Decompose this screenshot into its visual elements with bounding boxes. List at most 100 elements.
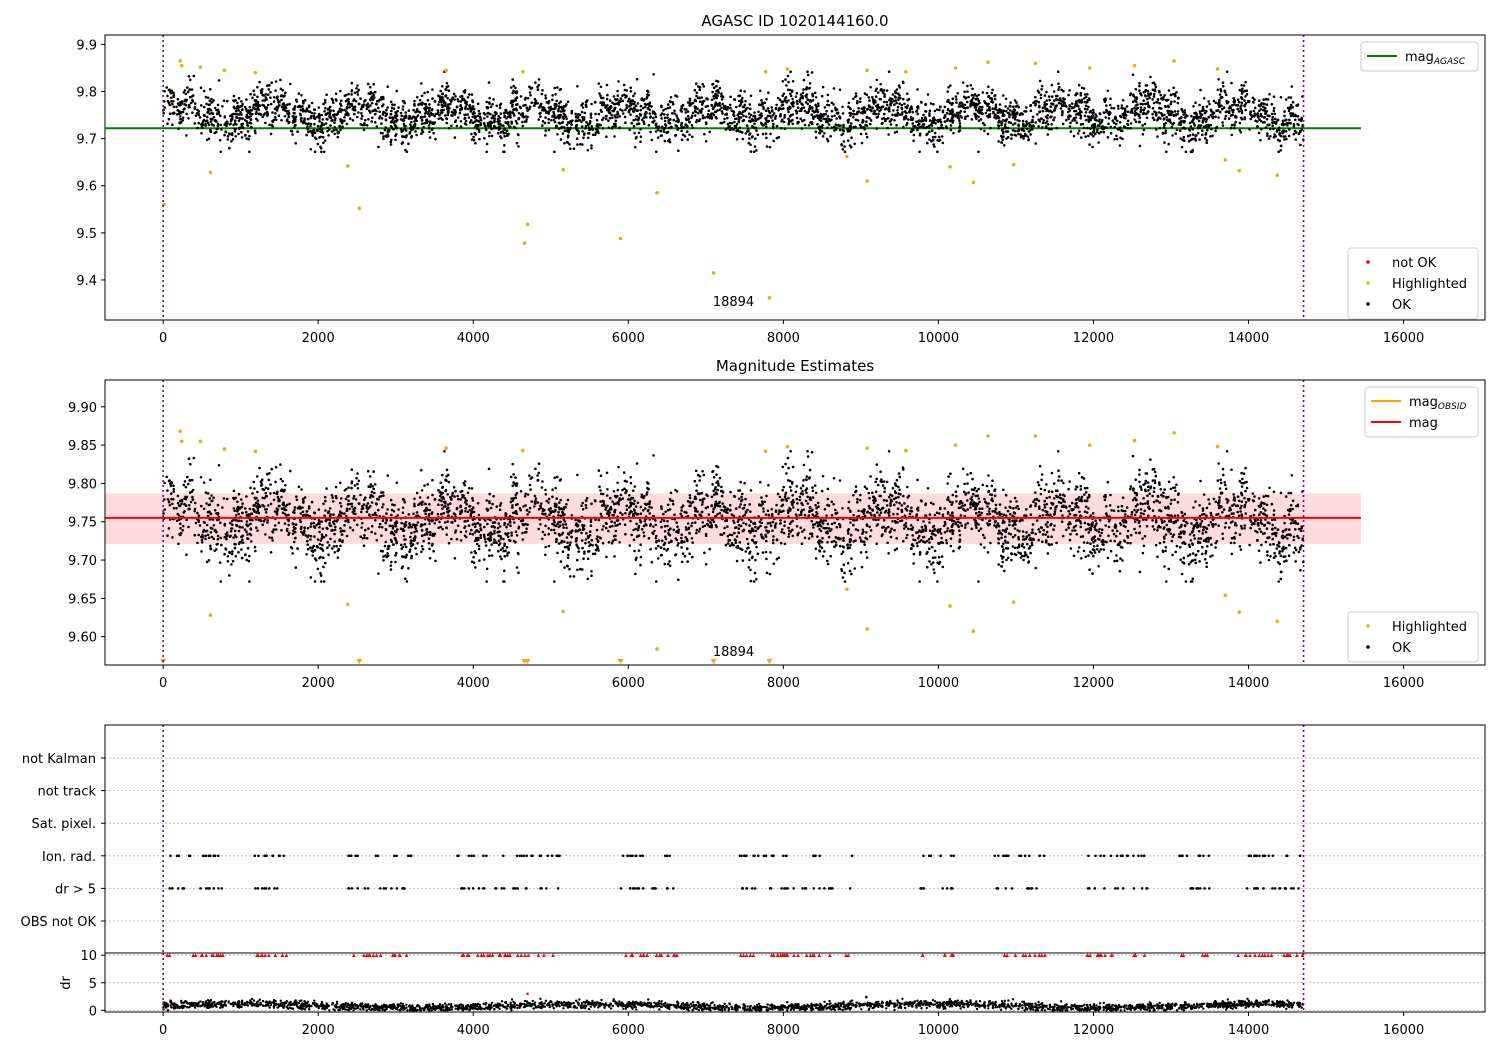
- ok-point: [169, 112, 172, 115]
- ok-point: [710, 117, 713, 120]
- ok-point: [1069, 115, 1072, 118]
- ok-point: [1192, 133, 1195, 136]
- ok-point: [1236, 108, 1239, 111]
- ok-point: [256, 86, 259, 89]
- ok-point: [579, 143, 582, 146]
- ok-point: [226, 122, 229, 125]
- ok-point: [748, 133, 751, 136]
- ok-point: [423, 92, 426, 95]
- ok-point: [1173, 100, 1176, 103]
- ok-point: [987, 85, 990, 88]
- ok-point: [737, 95, 740, 98]
- ok-point: [917, 105, 920, 108]
- ok-point: [493, 127, 496, 130]
- ok-point: [488, 81, 491, 84]
- ok-point: [270, 81, 273, 84]
- ok-point: [1049, 116, 1052, 119]
- ok-point: [374, 108, 377, 111]
- ok-point: [1026, 543, 1029, 546]
- ok-point: [382, 138, 385, 141]
- ok-point: [877, 91, 880, 94]
- ok-point: [676, 125, 679, 128]
- ok-point: [561, 126, 564, 129]
- ok-point: [276, 96, 279, 99]
- ok-point: [575, 115, 578, 118]
- ok-point: [749, 103, 752, 106]
- ok-point: [931, 129, 934, 132]
- ok-point: [1273, 552, 1276, 555]
- ok-point: [993, 116, 996, 119]
- ok-point: [673, 119, 676, 122]
- ok-point: [1240, 117, 1243, 120]
- ok-point: [1156, 101, 1159, 104]
- x-tick-label: 14000: [1228, 331, 1269, 346]
- ok-point: [873, 110, 876, 113]
- ok-point: [1191, 149, 1194, 152]
- highlighted-point: [223, 69, 227, 73]
- ok-point: [955, 101, 958, 104]
- ok-point: [1004, 105, 1007, 108]
- ok-point: [503, 144, 506, 147]
- ok-point: [541, 486, 544, 489]
- ok-point: [1290, 492, 1293, 495]
- ok-point: [769, 133, 772, 136]
- ok-point: [185, 104, 188, 107]
- ok-point: [997, 111, 1000, 114]
- ok-point: [1278, 133, 1281, 136]
- ok-point: [1140, 94, 1143, 97]
- ok-point: [571, 119, 574, 122]
- ok-point: [1168, 110, 1171, 113]
- ok-point: [977, 116, 980, 119]
- ok-point: [1008, 520, 1011, 523]
- ok-point: [1192, 120, 1195, 123]
- ok-point: [640, 105, 643, 108]
- ok-point: [718, 102, 721, 105]
- ok-point: [220, 151, 223, 154]
- ok-point: [903, 118, 906, 121]
- ok-point: [775, 504, 778, 507]
- ok-point: [526, 107, 529, 110]
- ok-point: [360, 108, 363, 111]
- ok-point: [543, 109, 546, 112]
- ok-point: [723, 118, 726, 121]
- ok-point: [1107, 123, 1110, 126]
- ok-point: [768, 120, 771, 123]
- ok-point: [775, 115, 778, 118]
- ok-point: [918, 580, 921, 583]
- ok-point: [1046, 114, 1049, 117]
- ok-point: [876, 79, 879, 82]
- ok-point: [1215, 109, 1218, 112]
- ok-point: [335, 99, 338, 102]
- ok-point: [1204, 137, 1207, 140]
- ok-point: [272, 120, 275, 123]
- ok-point: [451, 114, 454, 117]
- ok-point: [790, 102, 793, 105]
- ok-point: [567, 121, 570, 124]
- ok-point: [196, 127, 199, 130]
- ok-point: [1258, 99, 1261, 102]
- ok-point: [367, 83, 370, 86]
- ok-point: [258, 81, 261, 84]
- ok-point: [930, 102, 933, 105]
- ok-point: [234, 135, 237, 138]
- ok-point: [291, 133, 294, 136]
- ok-point: [1224, 526, 1227, 529]
- ok-point: [743, 90, 746, 93]
- ok-point: [421, 95, 424, 98]
- ok-point: [842, 148, 845, 151]
- ok-point: [1165, 116, 1168, 119]
- ok-point: [1032, 124, 1035, 127]
- ok-point: [511, 500, 514, 503]
- ok-point: [1206, 129, 1209, 132]
- ok-point: [499, 117, 502, 120]
- ok-point: [691, 556, 694, 559]
- legend-dot-swatch: [1366, 260, 1370, 264]
- ok-point: [1118, 128, 1121, 131]
- ok-point: [1131, 108, 1134, 111]
- ok-point: [1256, 112, 1259, 115]
- ok-point: [1021, 113, 1024, 116]
- ok-point: [585, 507, 588, 510]
- ok-point: [628, 98, 631, 101]
- ok-point: [1065, 119, 1068, 122]
- ok-point: [1233, 127, 1236, 130]
